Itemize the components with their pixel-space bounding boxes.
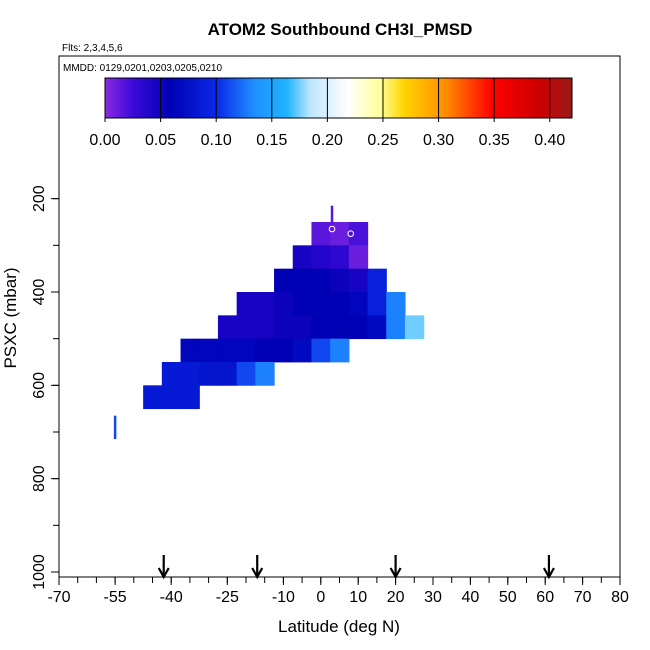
heatmap-cell xyxy=(348,245,369,270)
heatmap-cell xyxy=(367,315,387,340)
heatmap-cell xyxy=(180,362,200,386)
heatmap-cell xyxy=(217,315,238,340)
heatmap-cell xyxy=(199,338,219,363)
heatmap-cell xyxy=(311,315,331,340)
y-tick-label: 800 xyxy=(31,465,48,492)
heatmap-cell xyxy=(348,268,369,293)
y-axis: 200 400 600 800 1000 xyxy=(31,185,59,590)
x-tick-label: 20 xyxy=(387,589,405,606)
heatmap-cell xyxy=(236,338,256,363)
heatmap-cell xyxy=(292,292,313,316)
heatmap-cell xyxy=(292,315,313,340)
x-tick-label: -40 xyxy=(160,589,183,606)
heatmap-cell xyxy=(348,222,369,246)
latitude-arrows xyxy=(157,555,555,580)
colorbar-tick-label: 0.15 xyxy=(256,132,287,149)
colorbar-tick-label: 0.35 xyxy=(479,132,510,149)
heatmap-cells xyxy=(143,222,425,410)
y-tick-label: 400 xyxy=(31,279,48,306)
heatmap-cell xyxy=(348,315,369,340)
heatmap-cell xyxy=(236,362,256,386)
heatmap-cell xyxy=(292,338,313,363)
heatmap-cell xyxy=(348,292,369,316)
data-marker xyxy=(328,225,336,233)
heatmap-cell xyxy=(311,245,331,270)
x-tick-label: 0 xyxy=(316,589,325,606)
heatmap-cell xyxy=(217,362,238,386)
colorbar-tick-label: 0.10 xyxy=(201,132,232,149)
vertical-profiles xyxy=(113,205,334,439)
heatmap-cell xyxy=(255,315,275,340)
heatmap-cell xyxy=(255,362,275,386)
heatmap-cell xyxy=(311,338,331,363)
heatmap-cell xyxy=(404,315,425,340)
data-marker xyxy=(347,230,355,237)
x-tick-label: 70 xyxy=(574,589,592,606)
heatmap-cell xyxy=(292,245,313,270)
lat-arrow-head xyxy=(542,567,555,580)
chart-title: ATOM2 Southbound CH3I_PMSD xyxy=(208,20,473,39)
heatmap-cell xyxy=(330,338,350,363)
colorbar-ticks: 0.00 0.05 0.10 0.15 0.20 0.25 0.30 0.35 0.40 xyxy=(89,78,565,149)
heatmap-cell xyxy=(236,315,256,340)
x-axis: -70 -55 -40 -25 -10 0 10 20 30 40 50 60 70 80 xyxy=(47,577,629,606)
heatmap-cell xyxy=(311,268,331,293)
colorbar-tick-label: 0.30 xyxy=(423,132,454,149)
x-tick-label: -55 xyxy=(104,589,127,606)
flights-note: Flts: 2,3,4,5,6 xyxy=(62,43,123,54)
x-axis-label: Latitude (deg N) xyxy=(278,617,400,636)
heatmap-cell xyxy=(161,362,182,386)
heatmap-cell xyxy=(180,338,200,363)
colorbar xyxy=(104,77,573,119)
lat-arrow-head xyxy=(251,567,264,580)
heatmap-cell xyxy=(367,292,387,316)
heatmap-cell xyxy=(330,315,350,340)
y-axis-label: PSXC (mbar) xyxy=(1,267,20,368)
heatmap-cell xyxy=(217,338,238,363)
heatmap-cell xyxy=(367,268,387,293)
colorbar-tick-label: 0.40 xyxy=(534,132,565,149)
y-tick-label: 600 xyxy=(31,372,48,399)
heatmap-cell xyxy=(180,385,200,410)
colorbar-tick-label: 0.00 xyxy=(89,132,120,149)
colorbar-tick-label: 0.05 xyxy=(145,132,176,149)
x-tick-label: 40 xyxy=(462,589,480,606)
heatmap-cell xyxy=(199,362,219,386)
heatmap-cell xyxy=(330,245,350,270)
colorbar-tick-label: 0.20 xyxy=(312,132,343,149)
x-tick-label: 30 xyxy=(424,589,442,606)
heatmap-cell xyxy=(330,268,350,293)
heatmap-cell xyxy=(311,222,331,246)
heatmap-cell xyxy=(274,292,294,316)
x-tick-label: 60 xyxy=(536,589,554,606)
x-tick-label: 10 xyxy=(349,589,367,606)
data-markers xyxy=(328,225,369,346)
dates-note: MMDD: 0129,0201,0203,0205,0210 xyxy=(63,63,222,74)
x-tick-label: 50 xyxy=(499,589,517,606)
y-tick-label: 1000 xyxy=(31,554,48,590)
heatmap-cell xyxy=(292,268,313,293)
heatmap-cell xyxy=(386,315,406,340)
x-tick-label: -25 xyxy=(216,589,239,606)
heatmap-cell xyxy=(236,292,256,316)
heatmap-cell xyxy=(255,338,275,363)
data-marker xyxy=(362,339,369,346)
heatmap-cell xyxy=(255,292,275,316)
x-tick-label: 80 xyxy=(611,589,629,606)
heatmap-cell xyxy=(330,292,350,316)
heatmap-cell xyxy=(274,338,294,363)
heatmap-cell xyxy=(274,268,294,293)
y-tick-label: 200 xyxy=(31,185,48,212)
heatmap-cell xyxy=(311,292,331,316)
heatmap-cell xyxy=(386,292,406,316)
colorbar-tick-label: 0.25 xyxy=(367,132,398,149)
x-tick-label: -70 xyxy=(47,589,70,606)
x-tick-label: -10 xyxy=(272,589,295,606)
lat-arrow-head xyxy=(157,567,170,580)
heatmap-cell xyxy=(161,385,182,410)
heatmap-cell xyxy=(274,315,294,340)
heatmap-cell xyxy=(143,385,163,410)
